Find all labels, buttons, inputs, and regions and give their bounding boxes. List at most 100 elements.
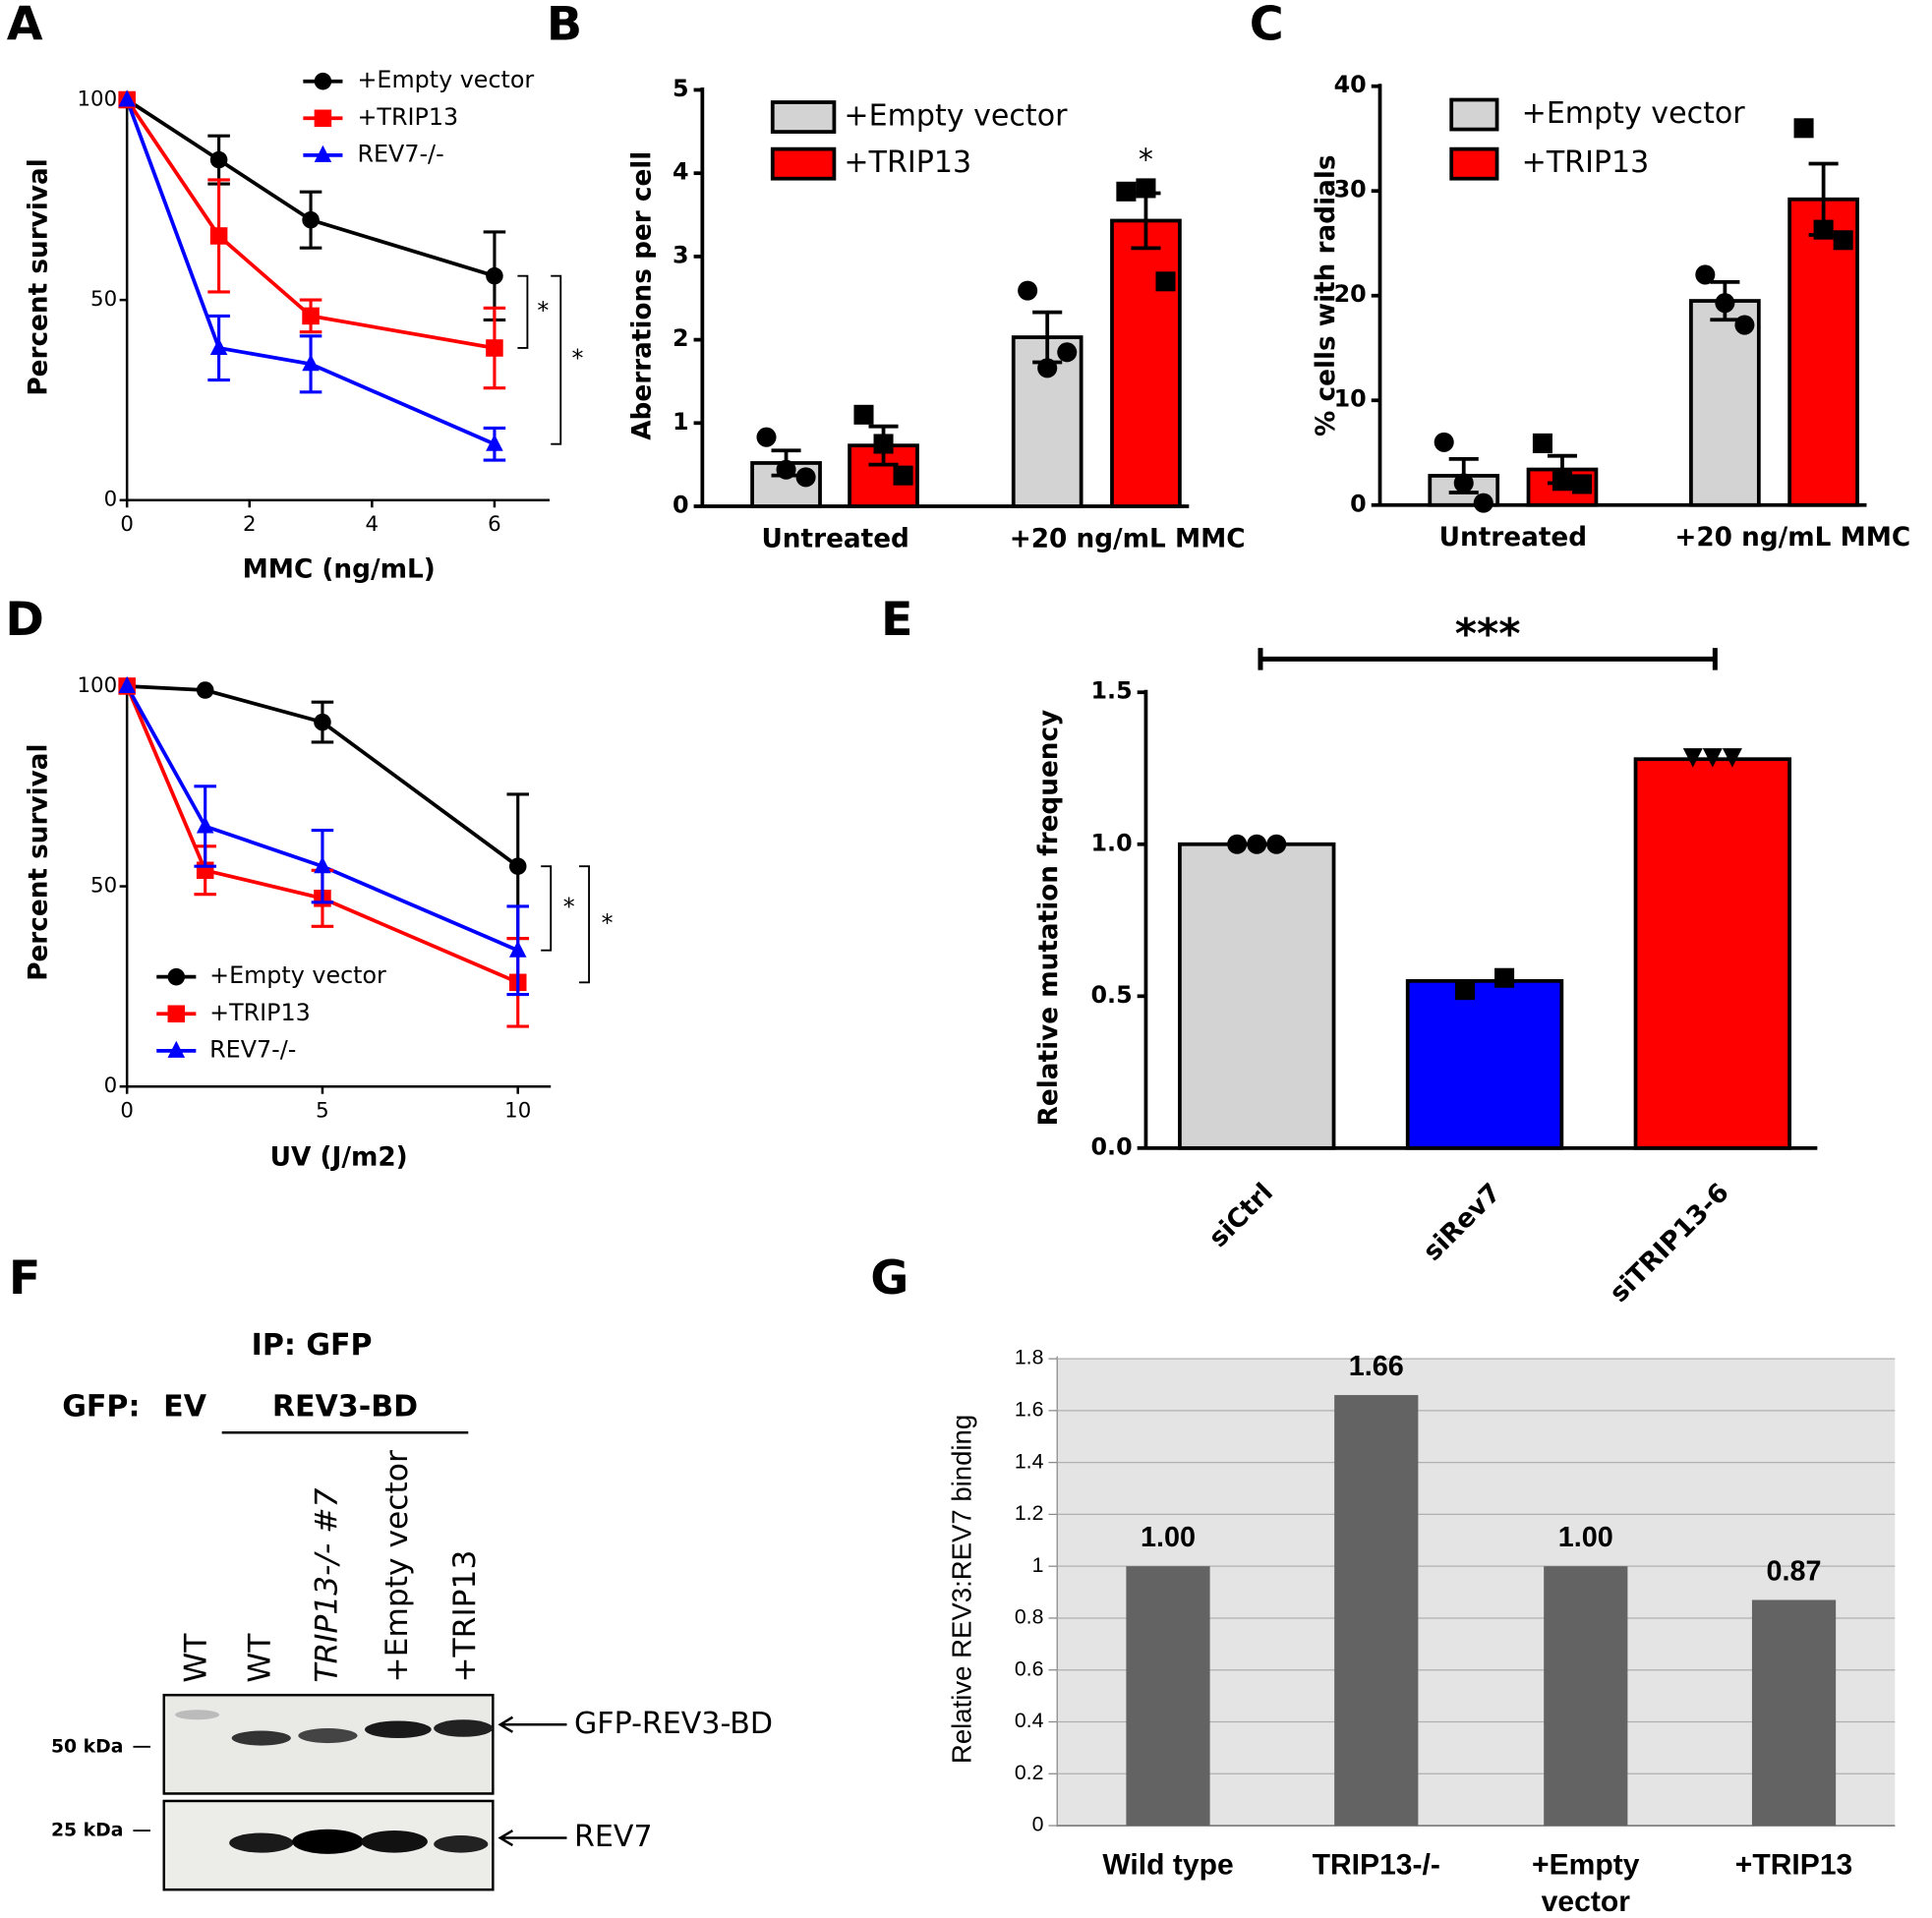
y-tick-label: 4 [673,158,689,186]
legend-marker [314,145,332,162]
x-tick-label: 0 [120,512,134,537]
data-point [1247,834,1267,854]
legend-marker [167,967,186,986]
blot-band [292,1829,364,1854]
legend-swatch [770,146,837,181]
y-tick-label: 3 [673,241,689,268]
x-tick-label: Untreated [761,524,908,553]
significance-label: * [602,909,614,937]
y-tick-label: 0 [1032,1813,1044,1836]
marker [118,89,136,107]
blot-label: REV3-BD [272,1390,418,1424]
series-line [126,97,496,278]
y-axis-label: Percent survival [25,158,54,395]
panel-letter: D [5,593,44,647]
y-tick-label: 0.4 [1015,1709,1044,1732]
legend-label: REV7-/- [209,1035,296,1063]
size-marker: 25 kDa [51,1821,123,1841]
arrow [498,1829,567,1847]
legend-marker [314,109,332,128]
marker [486,266,503,285]
blot-panel [162,1693,495,1795]
legend-marker [167,1005,186,1023]
y-tick-label: 1.4 [1015,1449,1044,1473]
x-tick-label: 6 [488,512,501,537]
x-tick-label: 10 [504,1098,531,1123]
data-point [1227,834,1248,854]
y-tick-label: 1.5 [1091,677,1133,705]
blot-band [175,1710,220,1720]
legend-marker [314,72,332,90]
blot-label: IP: GFP [252,1328,373,1363]
band-label: GFP-REV3-BD [574,1707,773,1741]
legend-swatch [1449,146,1499,181]
y-tick-label: 2 [673,324,689,352]
y-tick-label: 1.0 [1091,829,1133,856]
x-tick-label: +Empty vector [1532,1848,1640,1918]
panel-letter: A [7,0,43,52]
x-tick-label: +20 ng/mL MMC [1674,523,1910,552]
legend-label: +TRIP13 [1522,145,1650,180]
panel-letter: F [9,1251,41,1306]
panel-letter: G [870,1251,908,1306]
significance-label: * [563,893,575,920]
panel-letter: C [1250,0,1284,52]
legend-swatch [1449,97,1499,132]
y-tick-label: 0.6 [1015,1656,1044,1680]
x-tick-label: Untreated [1439,523,1587,552]
y-tick-label: 5 [673,75,689,102]
bar [1633,757,1792,1150]
blot-band [298,1728,358,1744]
y-axis-label: Relative REV3:REV7 binding [946,1415,976,1764]
data-point [1715,293,1735,314]
value-label: 1.00 [1558,1522,1613,1553]
data-point [1453,473,1474,494]
significance-label: * [572,345,584,373]
x-tick-label: 2 [243,512,257,537]
blot-label: +Empty vector [380,1450,415,1683]
y-tick-label: 1 [1032,1553,1044,1577]
significance-bracket [551,274,562,445]
series-line [125,98,496,446]
bar [1110,218,1182,508]
data-point [795,467,816,488]
significance-bracket [541,865,553,952]
marker [209,337,228,356]
data-point [776,459,796,480]
marker [196,681,214,699]
x-tick-label: Wild type [1102,1848,1233,1881]
legend-label: REV7-/- [357,140,443,167]
data-point [1037,358,1058,378]
panel-letter: E [881,593,913,647]
y-tick-label: 30 [1334,176,1367,203]
marker [508,857,527,875]
significance-label: *** [1455,610,1521,659]
y-tick-label: 0 [104,488,118,512]
marker [118,675,136,693]
x-tick-label: +20 ng/mL MMC [1010,524,1246,553]
y-tick-label: 100 [77,673,117,698]
bar [1405,978,1564,1150]
data-point [1473,493,1493,513]
bar [1751,1599,1837,1827]
y-tick-label: 20 [1334,280,1367,308]
significance-bar [1258,648,1718,670]
marker [314,713,331,731]
blot-band [231,1730,291,1746]
x-axis-label: UV (J/m2) [270,1142,408,1172]
blot-label: WT [243,1633,278,1683]
y-tick-label: 1.6 [1015,1398,1044,1422]
blot-band [229,1832,294,1853]
y-tick-label: 40 [1334,71,1367,98]
y-axis-label: Percent survival [25,743,54,980]
legend-label: +TRIP13 [357,103,458,131]
y-tick-label: 0.8 [1015,1605,1044,1629]
legend-label: +Empty vector [357,66,534,93]
x-tick-label: +TRIP13 [1735,1848,1852,1881]
data-point [1266,834,1287,854]
data-point [1155,271,1176,292]
blot-label: EV [163,1390,207,1424]
significance-bracket [579,865,591,984]
bar [1544,1566,1628,1827]
blot-band [361,1831,428,1853]
